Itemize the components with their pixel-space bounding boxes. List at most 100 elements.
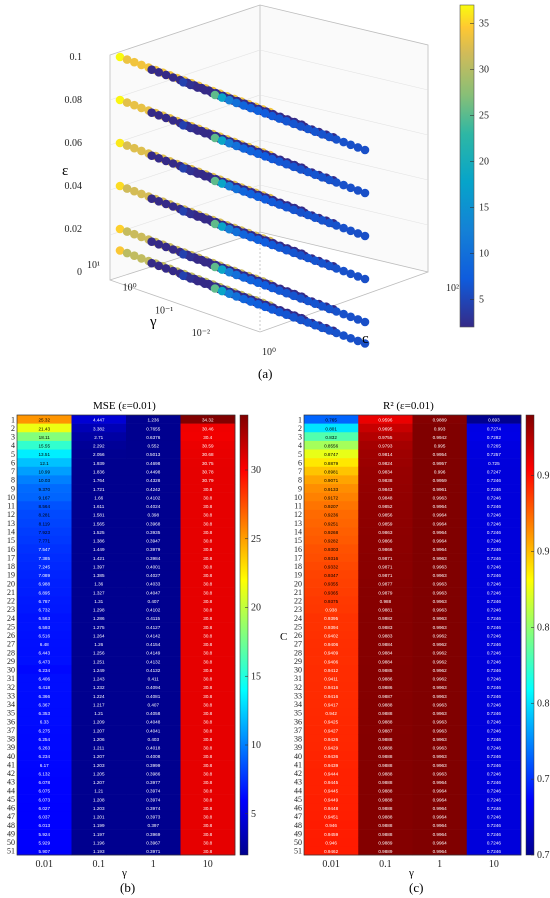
scatter-point <box>310 320 320 330</box>
heatmap-cell <box>17 449 72 459</box>
heatmap-cell-value: 0.9436 <box>324 754 338 759</box>
scatter-point <box>179 207 188 216</box>
colorbar-tick-label: 0.75 <box>537 774 550 785</box>
heatmap-cell-value: 8.119 <box>39 521 51 526</box>
colorbar-tick-label: 0.85 <box>537 622 550 633</box>
heatmap-cell-value: 0.9887 <box>378 694 392 699</box>
scatter-point <box>303 167 313 177</box>
heatmap-cell <box>466 785 522 795</box>
heatmap-cell-value: 0.7246 <box>487 590 501 595</box>
heatmap-cell-value: 0.9963 <box>433 573 447 578</box>
scatter-point <box>147 108 156 117</box>
scatter-point <box>217 222 227 231</box>
row-tick-label: 34 <box>7 700 15 709</box>
heatmap-cell <box>358 449 413 459</box>
heatmap-cell-value: 0.4047 <box>146 590 160 595</box>
heatmap-cell-value: 0.4018 <box>146 746 160 751</box>
heatmap-cell-value: 1.224 <box>93 694 105 699</box>
scatter-point <box>289 248 298 258</box>
heatmap-cell <box>71 440 127 450</box>
heatmap-cell-value: 1.236 <box>148 418 160 423</box>
heatmap-cell-value: 6.406 <box>39 677 51 682</box>
heatmap-cell-value: 0.9963 <box>433 556 447 561</box>
row-tick-label: 43 <box>7 778 15 787</box>
heatmap-cell <box>71 475 127 485</box>
heatmap-cell-value: 18.11 <box>39 435 51 440</box>
heatmap-cell <box>466 639 522 649</box>
heatmap-cell <box>358 492 413 502</box>
row-tick-label: 7 <box>298 467 302 476</box>
scatter-point <box>275 286 284 295</box>
panel-a-y-axis-label: γ <box>149 314 157 330</box>
heatmap-cell <box>358 466 413 476</box>
heatmap-cell <box>412 829 468 839</box>
heatmap-cell <box>180 751 236 761</box>
heatmap-cell <box>180 561 236 571</box>
row-tick-label: 50 <box>7 838 15 847</box>
scatter-point <box>137 60 146 70</box>
heatmap-cell-value: 0.7246 <box>487 504 501 509</box>
row-tick-label: 32 <box>294 683 302 692</box>
heatmap-cell-value: 0.9964 <box>433 547 447 552</box>
row-tick-label: 9 <box>11 484 15 493</box>
heatmap-cell <box>126 604 181 614</box>
heatmap-cell <box>358 630 413 640</box>
heatmap-cell <box>71 509 127 519</box>
row-tick-label: 39 <box>7 743 15 752</box>
scatter-point <box>267 240 277 250</box>
heatmap-cell <box>17 673 72 683</box>
scatter-point <box>346 269 356 279</box>
panel-b-heatmap-cells: 25.32 21.43 18.11 15.55 13.51 12.1 10.99 10.03 9… <box>17 415 236 856</box>
heatmap-cell-value: 0.4127 <box>146 625 160 630</box>
scatter-point <box>253 192 263 201</box>
heatmap-cell-value: 7.385 <box>39 556 51 561</box>
heatmap-cell-value: 0.9963 <box>433 771 447 776</box>
scatter-point <box>200 279 210 289</box>
scatter-point <box>217 179 227 188</box>
heatmap-cell <box>304 656 359 666</box>
heatmap-cell <box>412 785 468 795</box>
heatmap-cell <box>412 440 468 450</box>
heatmap-cell-value: 0.3974 <box>146 789 160 794</box>
heatmap-cell-value: 0.9888 <box>378 780 392 785</box>
heatmap-cell-value: 0.7246 <box>487 668 501 673</box>
scatter-point <box>289 291 298 301</box>
heatmap-cell-value: 1.386 <box>93 539 105 544</box>
heatmap-cell <box>358 734 413 744</box>
heatmap-cell <box>180 518 236 528</box>
heatmap-cell-value: 6.33 <box>40 720 49 725</box>
heatmap-cell-value: 0.9406 <box>324 659 338 664</box>
row-tick-label: 42 <box>294 769 302 778</box>
heatmap-cell-value: 0.9268 <box>324 530 338 535</box>
scatter-point <box>239 273 248 282</box>
row-tick-label: 16 <box>294 545 302 554</box>
heatmap-cell <box>71 682 127 692</box>
scatter-point <box>260 195 270 204</box>
heatmap-cell <box>17 509 72 519</box>
scatter-point <box>267 283 277 293</box>
heatmap-cell-value: 0.3974 <box>146 797 160 802</box>
scatter-point <box>186 274 195 283</box>
scatter-point <box>246 275 255 285</box>
heatmap-cell-value: 0.3999 <box>146 763 160 768</box>
heatmap-cell <box>466 613 522 623</box>
heatmap-cell <box>17 699 72 709</box>
scatter-point <box>260 152 270 161</box>
panel-b-caption: (b) <box>120 880 135 895</box>
heatmap-cell-value: 1.21 <box>94 711 103 716</box>
heatmap-cell <box>466 760 522 770</box>
heatmap-cell <box>71 725 127 735</box>
heatmap-cell <box>358 691 413 701</box>
heatmap-cell-value: 0.9884 <box>378 659 392 664</box>
heatmap-cell-value: 0.9888 <box>378 806 392 811</box>
row-tick-label: 39 <box>294 743 302 752</box>
scatter-point <box>267 111 277 121</box>
row-tick-label: 30 <box>294 666 302 675</box>
heatmap-cell <box>71 837 127 847</box>
heatmap-cell <box>466 423 522 433</box>
scatter-point <box>193 276 202 286</box>
heatmap-cell-value: 0.3947 <box>146 539 160 544</box>
scatter-point <box>154 68 164 77</box>
heatmap-cell-value: 0.9394 <box>324 625 338 630</box>
